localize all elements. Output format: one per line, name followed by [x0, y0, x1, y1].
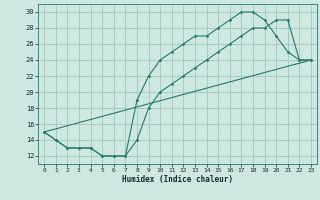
X-axis label: Humidex (Indice chaleur): Humidex (Indice chaleur): [122, 175, 233, 184]
